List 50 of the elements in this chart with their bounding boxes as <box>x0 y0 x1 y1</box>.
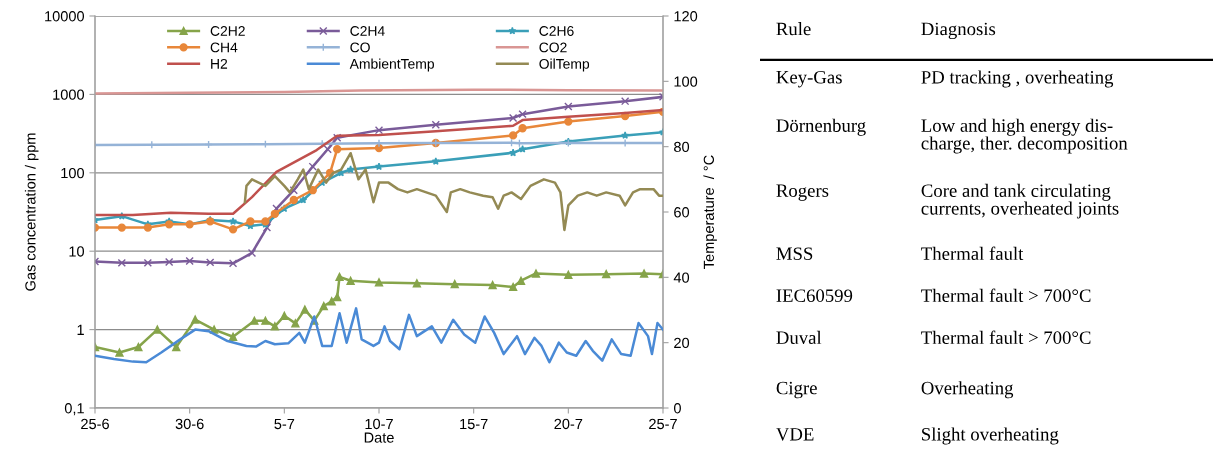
y-tick-label: 1000 <box>53 89 85 100</box>
text: Cigre <box>776 381 817 399</box>
text: Rogers <box>776 184 829 201</box>
legend-label: H2 <box>211 58 228 69</box>
y-tick-label: 10 <box>69 246 85 257</box>
y-tick-label: 1 <box>77 324 84 335</box>
text: Rule <box>776 22 811 36</box>
legend-label: AmbientTemp <box>349 58 434 72</box>
x-tick-label: 15-7 <box>460 418 488 430</box>
text: PD tracking , overheating <box>921 70 1114 88</box>
y2-tick-label: 120 <box>674 11 698 22</box>
y2-tick-label: 20 <box>674 337 690 349</box>
legend-label: C2H6 <box>539 26 574 36</box>
legend-label: CH4 <box>210 42 238 53</box>
text: Thermal fault > 700°C <box>921 330 1091 344</box>
legend-label: C2H2 <box>210 26 245 36</box>
x-tick-label: 10-7 <box>365 418 393 430</box>
text: Low and high energy dis- charge, ther. decomposition <box>921 118 1128 154</box>
y-axis-title: Gas concentration / ppm <box>24 133 39 291</box>
text: Slight overheating <box>922 427 1059 445</box>
text: Thermal fault > 700°C <box>921 288 1091 302</box>
legend-label: CO2 <box>539 42 567 53</box>
legend-label: CO <box>350 42 370 53</box>
text: Overheating <box>921 381 1014 399</box>
y-tick-label: 0,1 <box>64 403 84 416</box>
text: Core and tank circulating currents, overheated joints <box>921 183 1119 219</box>
text: MSS <box>776 247 813 260</box>
y2-tick-label: 60 <box>674 207 690 218</box>
x-tick-label: 25-7 <box>649 418 677 430</box>
x-axis-title: Date <box>364 432 394 443</box>
y-tick-label: 100 <box>61 167 85 179</box>
x-tick-label: 5-7 <box>274 418 295 430</box>
y2-tick-label: 40 <box>673 272 690 283</box>
text: VDE <box>776 428 814 441</box>
y2-tick-label: 100 <box>674 76 698 87</box>
text: Duval <box>776 330 822 344</box>
text: Diagnosis <box>921 22 996 40</box>
text: Key-Gas <box>776 70 842 88</box>
legend-label: OilTemp <box>539 58 590 72</box>
text: IEC60599 <box>776 289 853 302</box>
x-tick-label: 30-6 <box>175 418 204 430</box>
y2-axis-title: Temperature / °C <box>703 155 717 269</box>
x-tick-label: 25-6 <box>81 418 109 430</box>
text: Thermal fault <box>921 246 1024 260</box>
text: Dörnenburg <box>776 118 866 136</box>
y2-tick-label: 0 <box>673 403 681 414</box>
y-tick-label: 10000 <box>45 11 85 22</box>
legend-label: C2H4 <box>350 26 385 36</box>
y2-tick-label: 80 <box>674 141 690 153</box>
x-tick-label: 20-7 <box>554 418 583 430</box>
